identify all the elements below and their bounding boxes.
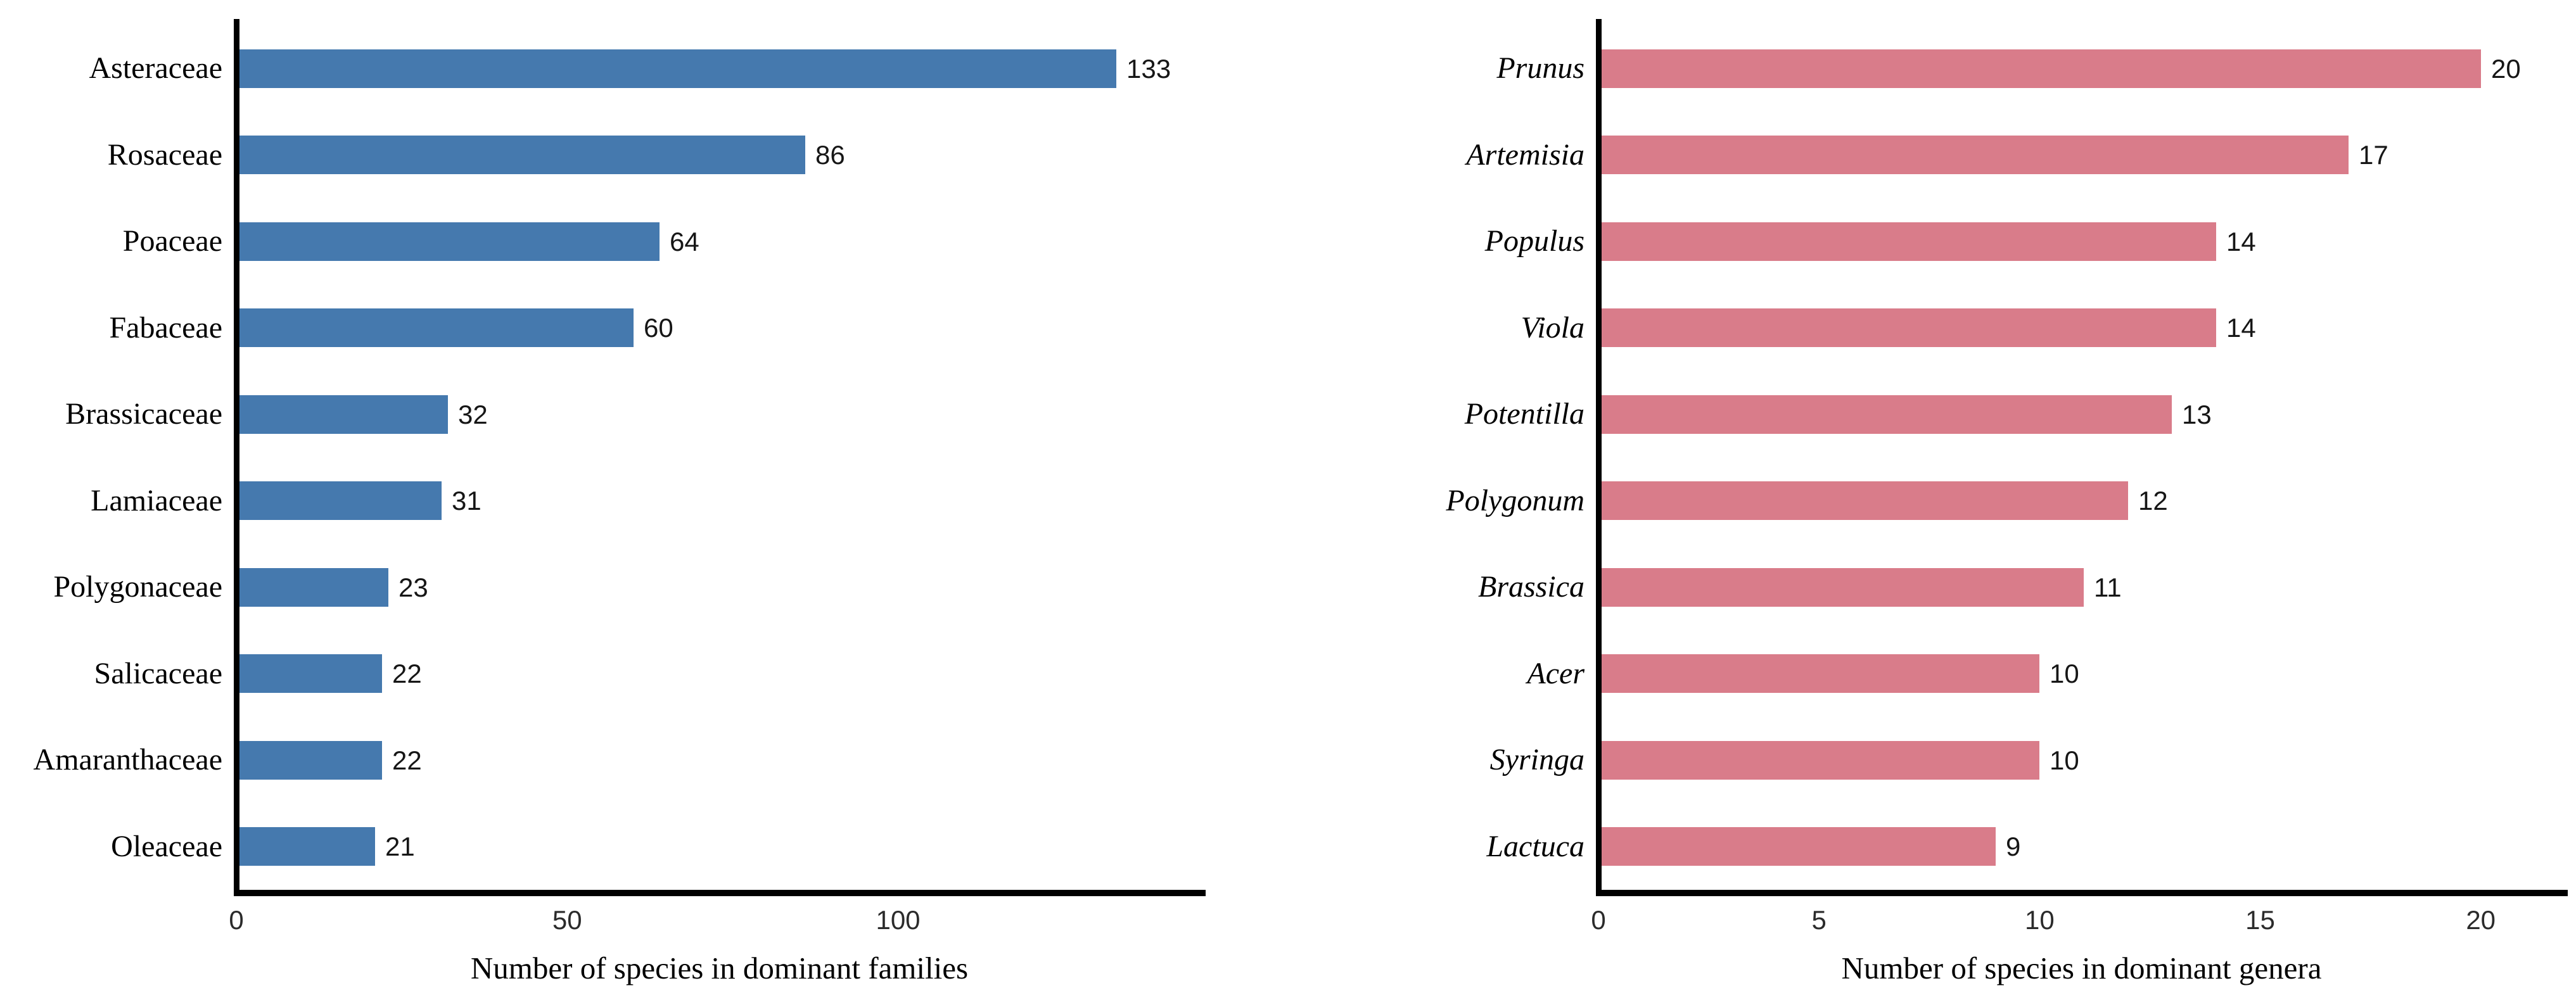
value-label: 13 (2182, 399, 2212, 429)
bar (1602, 481, 2128, 521)
value-label: 22 (392, 659, 422, 689)
category-label: Brassica (1478, 570, 1584, 604)
value-label: 86 (815, 140, 845, 170)
value-label: 23 (399, 572, 428, 602)
bar (239, 654, 382, 694)
value-label: 31 (452, 486, 481, 516)
value-label: 14 (2226, 226, 2256, 256)
category-label: Polygonum (1446, 483, 1584, 517)
bar (239, 222, 660, 261)
y-axis-line (1596, 19, 1602, 896)
bar (1602, 308, 2216, 348)
value-label: 10 (2050, 659, 2079, 689)
category-label: Oleaceae (111, 829, 222, 863)
category-label: Prunus (1496, 51, 1584, 85)
bar (239, 49, 1116, 88)
bar (1602, 49, 2481, 88)
category-label: Fabaceae (109, 310, 222, 345)
bar (1602, 567, 2084, 607)
bar (1602, 395, 2172, 434)
value-label: 17 (2359, 140, 2388, 170)
bar (1602, 740, 2039, 780)
value-label: 32 (458, 399, 488, 429)
value-label: 64 (670, 226, 699, 256)
value-label: 20 (2491, 53, 2521, 84)
bar (239, 136, 805, 175)
category-label: Amaranthaceae (33, 743, 222, 776)
bar (239, 481, 442, 521)
genera-bar-chart: Prunus 20 Artemisia 17 Populus 14 Viola 14 Poten… (1288, 0, 2576, 988)
value-label: 12 (2138, 486, 2168, 516)
category-label: Populus (1484, 224, 1584, 258)
x-tick-label: 100 (876, 905, 921, 935)
value-label: 22 (392, 745, 422, 775)
bar (239, 567, 388, 607)
x-tick-label: 0 (1591, 905, 1606, 935)
value-label: 9 (2006, 832, 2021, 862)
category-label: Acer (1527, 656, 1584, 690)
bar (239, 740, 382, 780)
x-axis-line (234, 890, 1206, 896)
category-label: Potentilla (1464, 397, 1584, 431)
x-tick-label: 10 (2024, 905, 2055, 935)
category-label: Artemisia (1466, 137, 1584, 172)
category-label: Syringa (1489, 743, 1584, 776)
bar (239, 395, 448, 434)
x-tick-label: 20 (2466, 905, 2496, 935)
bar (1602, 136, 2349, 175)
x-tick-label: 0 (229, 905, 244, 935)
x-axis-line (1596, 890, 2568, 896)
bar (1602, 222, 2216, 261)
category-label: Brassicaceae (65, 397, 222, 431)
value-label: 133 (1126, 53, 1171, 84)
x-axis-title: Number of species in dominant families (470, 951, 969, 985)
y-axis-line (234, 19, 239, 896)
value-label: 10 (2050, 745, 2079, 775)
value-label: 14 (2226, 313, 2256, 343)
bar (1602, 654, 2039, 694)
families-bar-chart: Asteraceae 133 Rosaceae 86 Poaceae 64 Fabaceae… (33, 19, 1206, 985)
category-label: Lactuca (1486, 829, 1584, 863)
category-label: Salicaceae (94, 656, 223, 690)
x-axis-title: Number of species in dominant genera (1841, 951, 2322, 985)
value-label: 11 (2094, 572, 2122, 602)
category-label: Lamiaceae (91, 483, 222, 517)
value-label: 21 (385, 832, 415, 862)
x-tick-label: 15 (2245, 905, 2275, 935)
category-label: Asteraceae (89, 51, 223, 85)
category-label: Poaceae (122, 224, 222, 258)
category-label: Rosaceae (107, 137, 222, 172)
x-tick-label: 5 (1811, 905, 1827, 935)
category-label: Polygonaceae (53, 570, 222, 604)
value-label: 60 (644, 313, 673, 343)
bar (1602, 827, 1996, 866)
category-label: Viola (1521, 310, 1584, 345)
x-tick-label: 50 (552, 905, 582, 935)
bar (239, 827, 375, 866)
bar (239, 308, 634, 348)
